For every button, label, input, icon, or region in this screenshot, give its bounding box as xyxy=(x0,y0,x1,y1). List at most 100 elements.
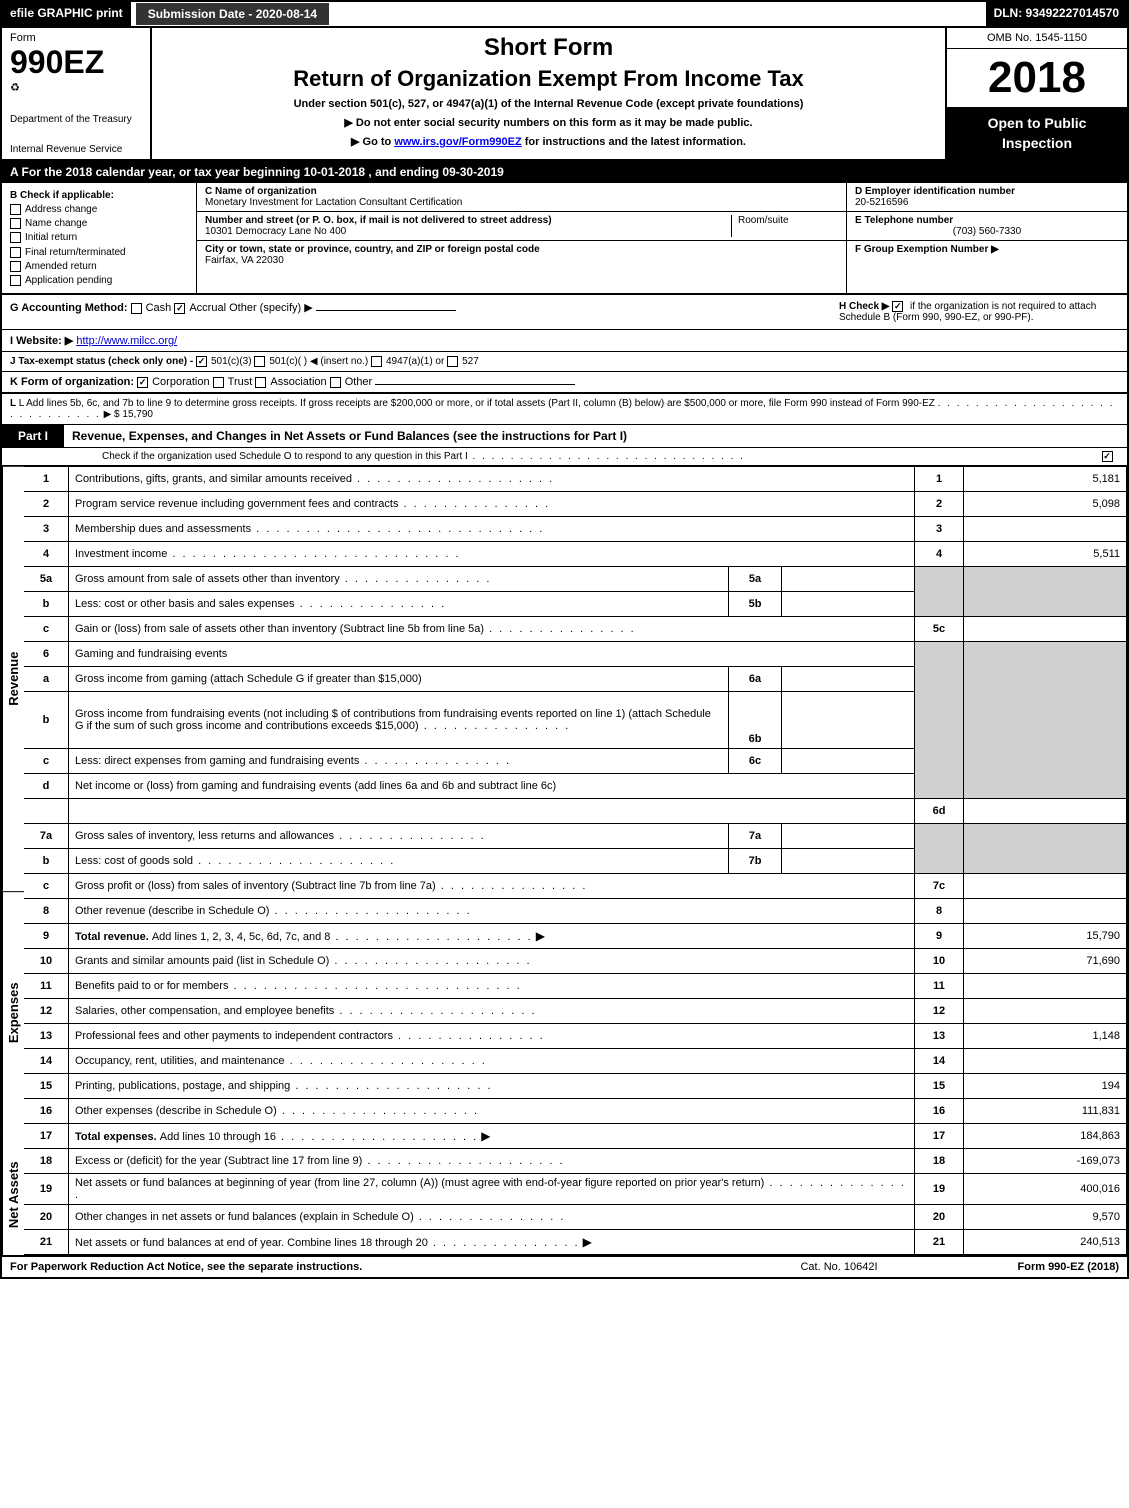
e-phone-value: (703) 560-7330 xyxy=(855,226,1119,237)
tax-year-row: A For the 2018 calendar year, or tax yea… xyxy=(2,161,1127,183)
section-d-e-f: D Employer identification number 20-5216… xyxy=(846,183,1127,293)
c-name-value: Monetary Investment for Lactation Consul… xyxy=(205,197,462,208)
efile-print-label[interactable]: efile GRAPHIC print xyxy=(2,2,131,26)
irs-link[interactable]: www.irs.gov/Form990EZ xyxy=(394,136,521,148)
part-i-table: 1 Contributions, gifts, grants, and simi… xyxy=(24,466,1127,1255)
num-col: 1 xyxy=(915,467,964,492)
k-corp-label: Corporation xyxy=(152,376,209,388)
k-corp-checkbox[interactable] xyxy=(137,377,148,388)
k-other-input[interactable] xyxy=(375,384,575,385)
name-change-label: Name change xyxy=(25,218,87,229)
g-other-input[interactable] xyxy=(316,310,456,311)
city-cell: City or town, state or province, country… xyxy=(197,241,846,269)
initial-return-checkbox[interactable] xyxy=(10,232,21,243)
j-501c-checkbox[interactable] xyxy=(254,356,265,367)
form-number: 990EZ xyxy=(10,44,142,81)
l-gross-receipts-row: L L Add lines 5b, 6c, and 7b to line 9 t… xyxy=(2,394,1127,425)
table-row: 2 Program service revenue including gove… xyxy=(24,492,1127,517)
entity-section: B Check if applicable: Address change Na… xyxy=(2,183,1127,295)
j-label: J Tax-exempt status (check only one) - xyxy=(10,356,193,367)
part-i-schedule-o-checkbox[interactable] xyxy=(1102,451,1113,462)
table-row: 21 Net assets or fund balances at end of… xyxy=(24,1230,1127,1255)
room-suite-label: Room/suite xyxy=(738,215,789,226)
c-addr-label: Number and street (or P. O. box, if mail… xyxy=(205,215,552,226)
side-labels-column: Revenue Expenses Net Assets xyxy=(2,466,24,1255)
table-row: 19 Net assets or fund balances at beginn… xyxy=(24,1174,1127,1205)
k-trust-checkbox[interactable] xyxy=(213,377,224,388)
expenses-side-label: Expenses xyxy=(2,891,24,1134)
return-title: Return of Organization Exempt From Incom… xyxy=(172,66,925,92)
table-row: 14 Occupancy, rent, utilities, and maint… xyxy=(24,1049,1127,1074)
j-527-label: 527 xyxy=(462,356,479,367)
j-tax-exempt-row: J Tax-exempt status (check only one) - 5… xyxy=(2,352,1127,372)
h-checkbox[interactable] xyxy=(892,301,903,312)
table-row: 7a Gross sales of inventory, less return… xyxy=(24,824,1127,849)
table-row: 20 Other changes in net assets or fund b… xyxy=(24,1205,1127,1230)
j-501c-label: 501(c)( ) ◀ (insert no.) xyxy=(269,356,368,367)
g-h-row: G Accounting Method: Cash Accrual Other … xyxy=(2,295,1127,330)
section-b-checks: B Check if applicable: Address change Na… xyxy=(2,183,197,293)
g-cash-checkbox[interactable] xyxy=(131,303,142,314)
k-label: K Form of organization: xyxy=(10,376,134,388)
d-ein-label: D Employer identification number xyxy=(855,186,1015,197)
val-col: 5,181 xyxy=(964,467,1127,492)
tax-year-end: 09-30-2019 xyxy=(442,165,503,179)
table-row: 8 Other revenue (describe in Schedule O)… xyxy=(24,899,1127,924)
k-other-checkbox[interactable] xyxy=(330,377,341,388)
spacer xyxy=(330,2,985,26)
group-exemption-cell: F Group Exemption Number ▶ xyxy=(847,241,1127,258)
g-other-label: Other (specify) ▶ xyxy=(229,302,313,314)
addr-change-checkbox[interactable] xyxy=(10,204,21,215)
lines-container: 1 Contributions, gifts, grants, and simi… xyxy=(24,466,1127,1255)
table-row: 15 Printing, publications, postage, and … xyxy=(24,1074,1127,1099)
dln-label: DLN: 93492227014570 xyxy=(986,2,1127,26)
g-accrual-checkbox[interactable] xyxy=(174,303,185,314)
part-i-header: Part I Revenue, Expenses, and Changes in… xyxy=(2,425,1127,448)
g-accounting: G Accounting Method: Cash Accrual Other … xyxy=(10,301,839,323)
footer-center: Cat. No. 10642I xyxy=(739,1261,939,1273)
tax-year-begin: 10-01-2018 xyxy=(304,165,365,179)
omb-number: OMB No. 1545-1150 xyxy=(947,28,1127,49)
line-desc: Contributions, gifts, grants, and simila… xyxy=(69,467,915,492)
ein-cell: D Employer identification number 20-5216… xyxy=(847,183,1127,212)
name-change-checkbox[interactable] xyxy=(10,218,21,229)
d-ein-value: 20-5216596 xyxy=(855,197,908,208)
table-row: c Gain or (loss) from sale of assets oth… xyxy=(24,617,1127,642)
g-cash-label: Cash xyxy=(146,302,172,314)
table-row: 4 Investment income 4 5,511 xyxy=(24,542,1127,567)
table-row: 3 Membership dues and assessments 3 xyxy=(24,517,1127,542)
final-return-label: Final return/terminated xyxy=(25,247,126,258)
table-row: 9 Total revenue. Add lines 1, 2, 3, 4, 5… xyxy=(24,924,1127,949)
final-return-checkbox[interactable] xyxy=(10,247,21,258)
header-left: Form 990EZ ♻ Department of the Treasury … xyxy=(2,28,152,159)
part-i-label: Part I xyxy=(2,425,64,447)
table-row: 6 Gaming and fundraising events xyxy=(24,642,1127,667)
j-4947-checkbox[interactable] xyxy=(371,356,382,367)
table-row: c Gross profit or (loss) from sales of i… xyxy=(24,874,1127,899)
line-num: 1 xyxy=(24,467,69,492)
submission-date: Submission Date - 2020-08-14 xyxy=(135,2,330,26)
table-row: 5a Gross amount from sale of assets othe… xyxy=(24,567,1127,592)
j-501c3-label: 501(c)(3) xyxy=(211,356,252,367)
e-phone-label: E Telephone number xyxy=(855,215,953,226)
f-group-label: F Group Exemption Number ▶ xyxy=(855,244,999,255)
j-501c3-checkbox[interactable] xyxy=(196,356,207,367)
website-link[interactable]: http://www.milcc.org/ xyxy=(76,335,177,347)
dept-treasury: Department of the Treasury xyxy=(10,114,142,125)
j-527-checkbox[interactable] xyxy=(447,356,458,367)
amended-checkbox[interactable] xyxy=(10,261,21,272)
part-i-title: Revenue, Expenses, and Changes in Net As… xyxy=(64,425,1127,447)
k-trust-label: Trust xyxy=(228,376,253,388)
l-amount: ▶ $ 15,790 xyxy=(104,409,153,420)
part-i-data-grid: Revenue Expenses Net Assets 1 Contributi… xyxy=(2,466,1127,1255)
app-pending-checkbox[interactable] xyxy=(10,275,21,286)
i-label: I Website: ▶ xyxy=(10,335,73,347)
table-row: 10 Grants and similar amounts paid (list… xyxy=(24,949,1127,974)
table-row: 16 Other expenses (describe in Schedule … xyxy=(24,1099,1127,1124)
i-website-row: I Website: ▶ http://www.milcc.org/ xyxy=(2,330,1127,352)
table-row: 17 Total expenses. Add lines 10 through … xyxy=(24,1124,1127,1149)
k-assoc-checkbox[interactable] xyxy=(255,377,266,388)
check-text-content: Check if the organization used Schedule … xyxy=(102,451,468,462)
irs-label: Internal Revenue Service xyxy=(10,144,142,155)
footer-left: For Paperwork Reduction Act Notice, see … xyxy=(10,1261,739,1273)
